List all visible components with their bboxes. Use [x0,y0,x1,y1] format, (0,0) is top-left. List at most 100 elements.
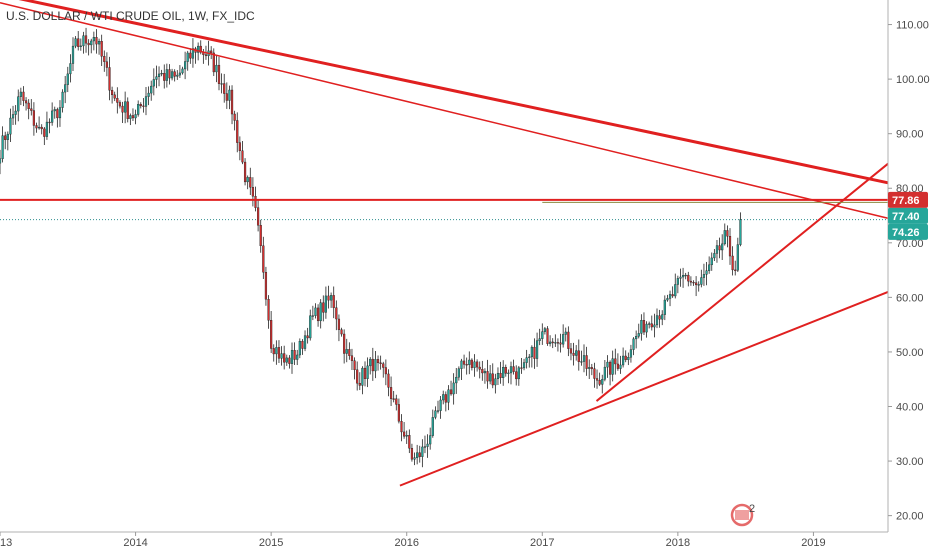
candle [614,348,617,375]
candle-body [575,350,578,356]
candle-body [671,294,674,297]
candle-body [684,274,687,277]
candle-body [515,371,518,380]
candle-body [129,115,132,119]
candle [460,358,463,381]
candle [429,427,432,450]
candle-body [603,366,606,380]
candle [442,390,445,405]
candle-body [371,358,374,372]
candle-body [165,69,168,81]
candle-body [700,277,703,285]
candle [77,31,80,51]
candle-body [728,236,732,257]
candle [87,39,90,56]
candle-body [708,264,711,271]
candle [478,361,481,379]
candle [465,357,468,375]
candle-body [157,73,161,77]
candle-body [572,352,575,356]
candle [640,314,643,341]
candle-body [661,314,664,320]
candle-body [598,380,601,385]
price-axis[interactable]: 110.00100.0090.0080.0070.0060.0050.0040.… [888,20,930,523]
candle [674,273,677,299]
candle [19,87,22,106]
candle [462,354,466,369]
candle-body [173,71,176,77]
candle-body [204,54,208,57]
candle [48,118,51,134]
candle [241,141,244,165]
candle [212,48,215,77]
candle-body [350,355,354,361]
trendline[interactable] [0,1,889,219]
candle-body [264,272,268,300]
candle [496,367,500,386]
x-tick-label: 2013 [0,537,12,549]
candle [713,249,716,262]
candle [160,69,163,77]
candle [520,358,523,374]
candle-body [270,320,273,349]
candle-body [309,315,312,339]
candle-body [223,83,226,94]
candle [410,443,414,462]
candle [702,263,706,286]
candle-body [538,338,541,341]
candle-body [118,102,122,107]
candle-body [736,244,739,271]
candle [51,102,54,126]
candle [35,122,38,133]
candle [392,390,395,403]
candle-body [426,443,429,447]
candle [178,65,181,78]
candle-body [554,342,557,344]
candle [293,342,296,365]
candle-body [397,404,400,422]
candle-body [413,457,416,460]
trendline[interactable] [595,162,889,402]
candle [92,31,95,51]
candle-body [614,358,617,365]
candle [155,65,158,89]
candle-body [470,359,473,368]
candle-body [640,320,643,334]
candle [504,364,507,377]
trendline[interactable] [0,0,889,185]
candle [423,435,427,454]
candle-body [549,341,552,344]
candle [418,445,421,463]
candle-body [676,278,679,285]
candle [134,109,137,125]
candle-body [230,89,234,115]
candle-body [17,96,20,112]
candle-body [494,378,497,386]
candle [369,357,372,375]
candle [421,439,424,468]
candle [350,348,354,371]
candle-body [220,83,223,85]
candle-body [697,284,700,286]
candle [191,38,195,68]
candle-body [601,379,604,385]
candle-body [486,371,489,382]
trendline[interactable] [399,290,889,487]
candle-body [468,359,471,365]
candle [397,398,400,424]
candle [491,363,494,389]
candle [661,310,664,326]
candle [731,246,734,276]
candle [575,345,578,361]
time-axis[interactable]: 2013 2014 2015 2016 2017 2018 2019 [0,532,826,549]
candle-body [257,207,260,226]
candle [283,345,286,370]
candle-body [303,335,307,349]
candle [522,358,526,371]
candle-body [137,104,140,115]
candle [131,108,135,121]
candle [554,334,557,347]
candle-body [105,61,108,68]
candle-body [622,355,625,366]
